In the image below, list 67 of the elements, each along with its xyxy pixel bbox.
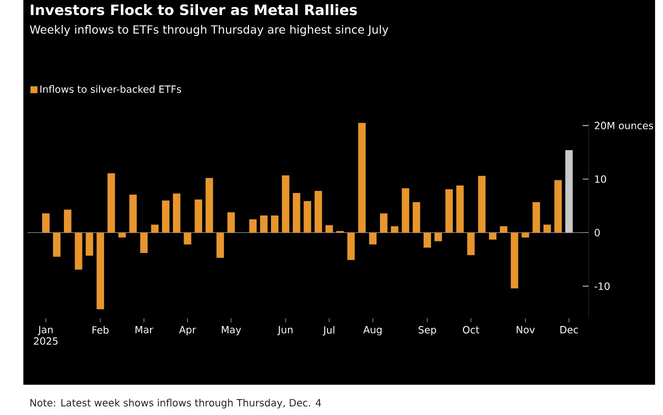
- bar: [445, 190, 453, 233]
- bar: [424, 232, 432, 248]
- text: Note: Latest week shows inflows through Thursday, Dec. 4: [30, 399, 322, 409]
- x-tick-label: Sep: [418, 326, 436, 336]
- x-tick-label: Jun: [277, 326, 293, 336]
- legend-label: Inflows to silver-backed ETFs: [40, 85, 182, 94]
- bar: [129, 194, 137, 233]
- bar: [206, 178, 214, 233]
- bar: [282, 176, 290, 233]
- bar: [96, 232, 104, 310]
- bar: [434, 232, 442, 242]
- bar: [216, 232, 224, 258]
- bar: [554, 180, 562, 233]
- bar: [326, 225, 333, 233]
- chart-title: Investors Flock to Silver as Metal Rallies: [30, 4, 357, 16]
- bar: [565, 150, 573, 233]
- bar: [194, 200, 202, 233]
- bar: [292, 193, 300, 233]
- bar: [478, 176, 486, 233]
- x-tick-label: May: [222, 326, 242, 336]
- bar: [271, 216, 278, 233]
- bar: [314, 191, 322, 233]
- bar: [369, 232, 377, 245]
- bar: [347, 232, 355, 260]
- x-tick-label: Jan 2025: [34, 326, 58, 345]
- bar: [118, 232, 126, 238]
- x-tick-label: Mar: [136, 326, 154, 334]
- bar: [162, 200, 170, 233]
- bar: [74, 232, 82, 270]
- bar: [304, 201, 312, 233]
- bar: [42, 214, 50, 233]
- bar: [456, 186, 464, 233]
- bar: [184, 232, 192, 245]
- y-tick-label: 0: [594, 229, 600, 237]
- bar: [260, 216, 268, 233]
- x-tick-label: Oct: [462, 326, 480, 334]
- bar: [172, 194, 180, 233]
- bar: [532, 202, 540, 233]
- bar: [140, 232, 148, 254]
- bar: [358, 123, 366, 233]
- bar: [227, 212, 235, 233]
- y-tick-label: 10: [595, 176, 606, 184]
- bar: [402, 188, 410, 233]
- bar: [412, 202, 420, 233]
- bar: [543, 224, 551, 233]
- bar: [500, 226, 508, 233]
- x-tick-label: Jul: [322, 326, 334, 336]
- bar: [64, 210, 72, 233]
- bar: [510, 232, 518, 289]
- bar: [522, 232, 530, 238]
- x-tick-label: Feb: [92, 326, 109, 334]
- bar: [53, 232, 60, 257]
- x-tick-label: Apr: [179, 326, 196, 336]
- bar: [86, 232, 94, 256]
- chart-subtitle: Weekly inflows to ETFs through Thursday are highest since July: [30, 25, 388, 36]
- bar: [467, 232, 475, 256]
- bar: [380, 214, 388, 233]
- bar: [108, 173, 115, 233]
- x-tick-label: Aug: [363, 326, 382, 336]
- bar: [390, 226, 398, 233]
- bar: [488, 232, 496, 240]
- y-tick-label: -10: [594, 282, 610, 290]
- bar: [151, 224, 159, 233]
- y-tick-label: 20M ounces: [594, 122, 654, 130]
- x-tick-label: Nov: [516, 326, 535, 334]
- bar: [249, 219, 257, 233]
- x-tick-label: Dec: [560, 326, 578, 334]
